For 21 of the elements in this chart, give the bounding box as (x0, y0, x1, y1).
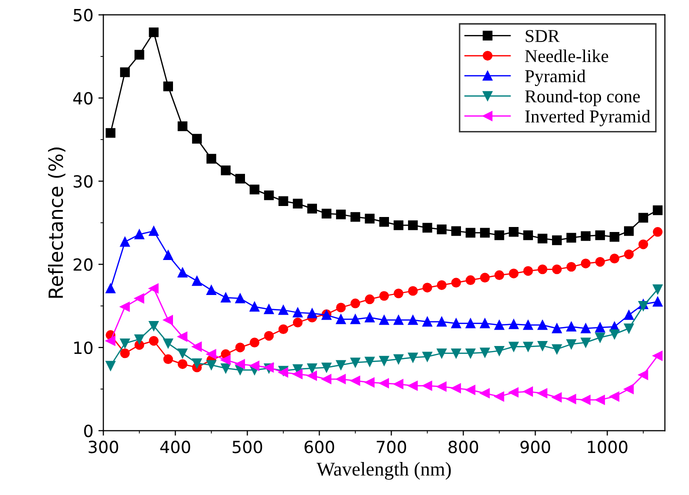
x-tick-label: 500 (232, 440, 262, 454)
legend-label: Inverted Pyramid (525, 110, 650, 126)
x-tick-label: 600 (304, 440, 334, 454)
x-tick-label: 1000 (588, 440, 628, 454)
x-tick-label: 400 (160, 440, 190, 454)
y-tick-label: 0 (84, 424, 93, 438)
y-tick-label: 20 (74, 258, 93, 271)
x-tick-label: 800 (448, 440, 478, 454)
x-tick-label: 900 (520, 440, 550, 454)
x-axis-title: Wavelength (nm) (316, 462, 451, 480)
x-tick-label: 300 (88, 440, 118, 454)
y-tick-label: 10 (74, 341, 93, 354)
legend-label: Pyramid (525, 70, 586, 86)
x-tick-label: 700 (376, 440, 406, 454)
y-axis-title: Reflectance (%) (48, 148, 66, 298)
y-tick-label: 50 (74, 8, 93, 22)
legend-label: Round-top cone (525, 90, 640, 106)
legend-label: Needle-like (525, 50, 608, 62)
legend-label: SDR (526, 30, 560, 42)
y-tick-label: 30 (74, 175, 93, 188)
y-tick-label: 40 (73, 92, 93, 105)
